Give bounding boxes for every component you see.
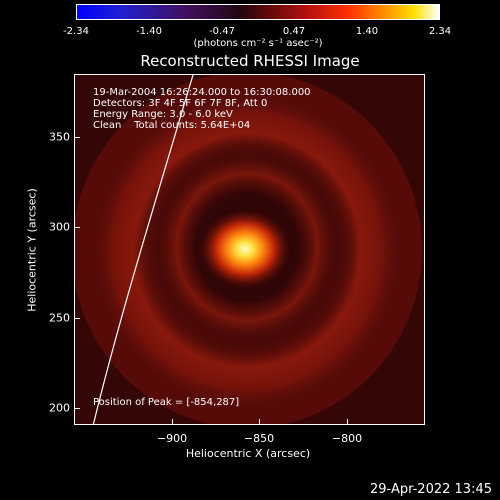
y-tick-mark <box>74 318 80 319</box>
y-tick-mark <box>74 408 80 409</box>
x-tick-label: −800 <box>331 432 363 445</box>
info-time: 19-Mar-2004 16:26:24.000 to 16:30:08.000 <box>93 87 311 98</box>
colorbar-tick: -2.34 <box>63 26 89 37</box>
info-detectors: Detectors: 3F 4F 5F 6F 7F 8F, Att 0 <box>93 98 268 109</box>
x-tick-mark <box>259 419 260 425</box>
solar-image <box>75 75 424 424</box>
peak-position: Position of Peak = [-854,287] <box>93 397 240 408</box>
colorbar-tick: -1.40 <box>136 26 162 37</box>
colorbar-units: (photons cm⁻² s⁻¹ asec⁻²) <box>193 38 323 49</box>
image-plot[interactable]: 19-Mar-2004 16:26:24.000 to 16:30:08.000… <box>74 74 425 425</box>
x-tick-label: −850 <box>243 432 275 445</box>
colorbar-tick: 1.40 <box>355 26 379 37</box>
colorbar-tick: 0.47 <box>282 26 306 37</box>
x-axis-label: Heliocentric X (arcsec) <box>185 447 311 460</box>
y-tick-label: 200 <box>49 401 70 415</box>
solar-limb-line <box>92 75 194 424</box>
y-tick-label: 300 <box>49 220 70 234</box>
flare-peak <box>199 209 291 289</box>
y-tick-mark <box>74 227 80 228</box>
x-tick-mark <box>347 419 348 425</box>
colorbar <box>76 4 440 20</box>
x-tick-label: −900 <box>156 432 188 445</box>
y-tick-label: 250 <box>49 311 70 325</box>
y-tick-label: 350 <box>49 130 70 144</box>
colorbar-tick: 2.34 <box>428 26 452 37</box>
info-energy: Energy Range: 3.0 - 6.0 keV <box>93 109 233 120</box>
info-counts: Clean Total counts: 5.64E+04 <box>93 120 251 131</box>
colorbar-tick: -0.47 <box>209 26 235 37</box>
y-axis-label: Heliocentric Y (arcsec) <box>25 188 39 312</box>
plot-title: Reconstructed RHESSI Image <box>140 52 360 70</box>
timestamp: 29-Apr-2022 13:45 <box>370 482 492 497</box>
x-tick-mark <box>172 419 173 425</box>
y-tick-mark <box>74 137 80 138</box>
